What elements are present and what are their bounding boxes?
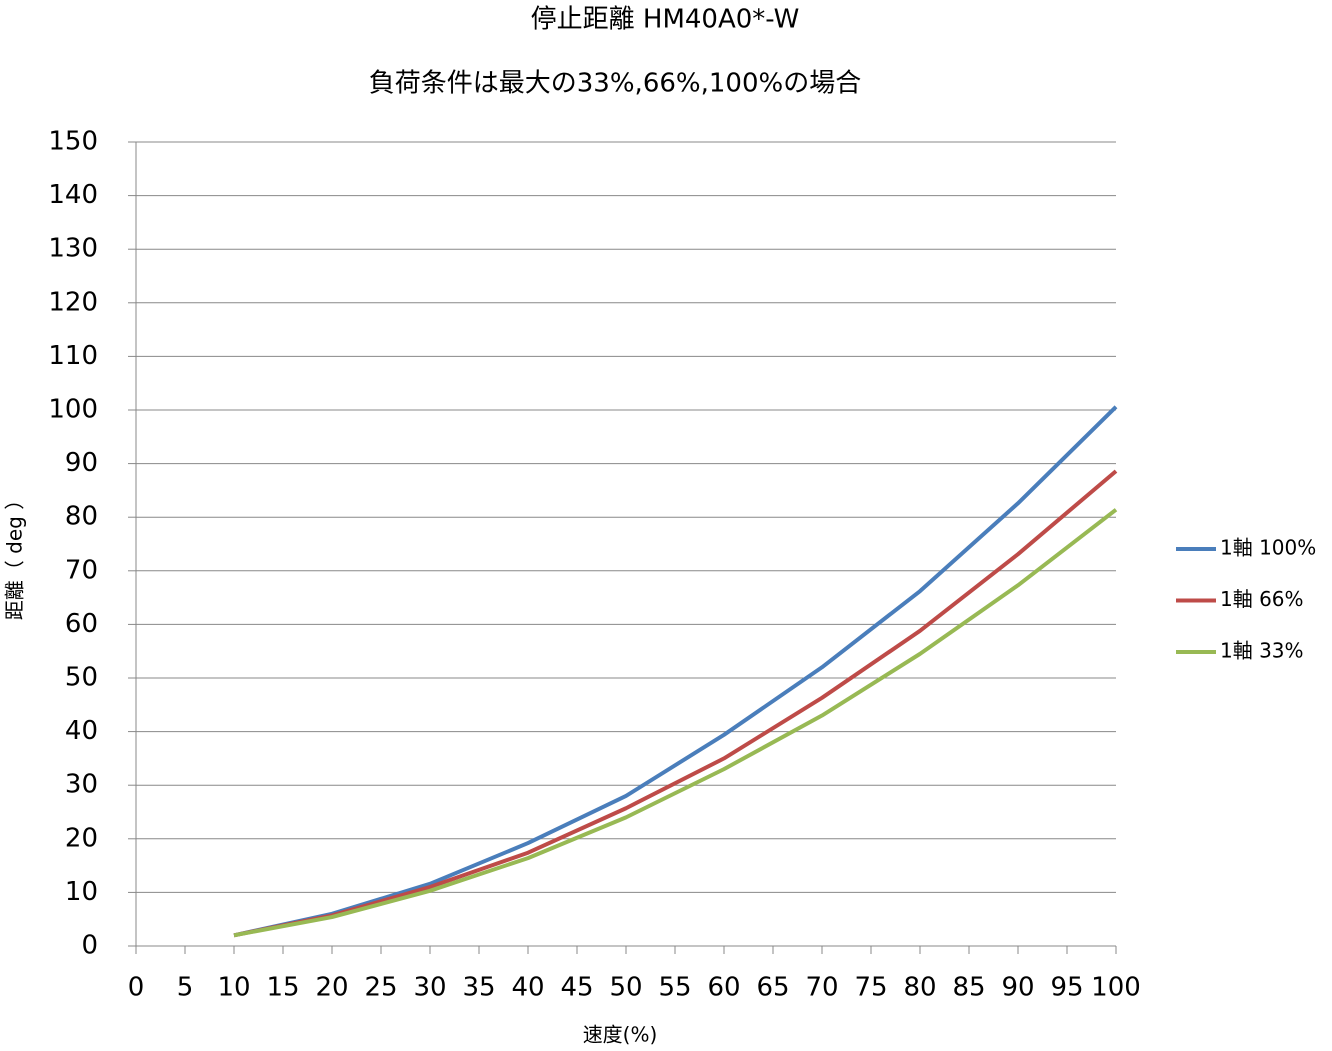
x-tick-label: 45 bbox=[560, 973, 593, 1003]
x-tick-label: 100 bbox=[1091, 973, 1141, 1003]
y-tick-label: 0 bbox=[81, 931, 98, 961]
y-tick-label: 130 bbox=[48, 234, 98, 264]
x-tick-label: 65 bbox=[756, 973, 789, 1003]
x-tick-label: 85 bbox=[952, 973, 985, 1003]
y-tick-label: 30 bbox=[65, 770, 98, 800]
y-tick-label: 60 bbox=[65, 609, 98, 639]
x-tick-label: 5 bbox=[177, 973, 194, 1003]
x-tick-label: 0 bbox=[128, 973, 145, 1003]
legend-label: 1軸 33% bbox=[1220, 639, 1304, 663]
y-tick-label: 150 bbox=[48, 127, 98, 157]
x-axis-label: 速度(%) bbox=[583, 1023, 658, 1047]
x-tick-label: 60 bbox=[707, 973, 740, 1003]
series-line bbox=[233, 508, 1118, 938]
x-tick-label: 90 bbox=[1001, 973, 1034, 1003]
series-line bbox=[233, 405, 1118, 938]
series-line bbox=[233, 469, 1118, 938]
y-tick-label: 10 bbox=[65, 877, 98, 907]
y-tick-label: 110 bbox=[48, 341, 98, 371]
x-tick-label: 10 bbox=[217, 973, 250, 1003]
x-tick-label: 80 bbox=[903, 973, 936, 1003]
y-tick-label: 50 bbox=[65, 663, 98, 693]
chart-title: 停止距離 HM40A0*-W bbox=[531, 5, 800, 35]
x-tick-label: 55 bbox=[658, 973, 691, 1003]
x-tick-label: 30 bbox=[413, 973, 446, 1003]
x-tick-label: 75 bbox=[854, 973, 887, 1003]
chart-subtitle: 負荷条件は最大の33%,66%,100%の場合 bbox=[369, 69, 861, 99]
x-tick-label: 35 bbox=[462, 973, 495, 1003]
x-tick-label: 95 bbox=[1050, 973, 1083, 1003]
legend-label: 1軸 66% bbox=[1220, 587, 1304, 611]
y-tick-label: 120 bbox=[48, 287, 98, 317]
legend-label: 1軸 100% bbox=[1220, 536, 1316, 560]
x-tick-label: 15 bbox=[266, 973, 299, 1003]
y-tick-label: 20 bbox=[65, 823, 98, 853]
y-tick-label: 70 bbox=[65, 555, 98, 585]
x-tick-label: 70 bbox=[805, 973, 838, 1003]
x-tick-label: 50 bbox=[609, 973, 642, 1003]
y-tick-label: 140 bbox=[48, 180, 98, 210]
y-axis-label: 距離（ deg ） bbox=[3, 490, 27, 620]
y-tick-label: 80 bbox=[65, 502, 98, 532]
x-tick-label: 25 bbox=[364, 973, 397, 1003]
x-tick-label: 20 bbox=[315, 973, 348, 1003]
x-tick-label: 40 bbox=[511, 973, 544, 1003]
y-tick-label: 90 bbox=[65, 448, 98, 478]
y-tick-label: 40 bbox=[65, 716, 98, 746]
y-tick-label: 100 bbox=[48, 395, 98, 425]
